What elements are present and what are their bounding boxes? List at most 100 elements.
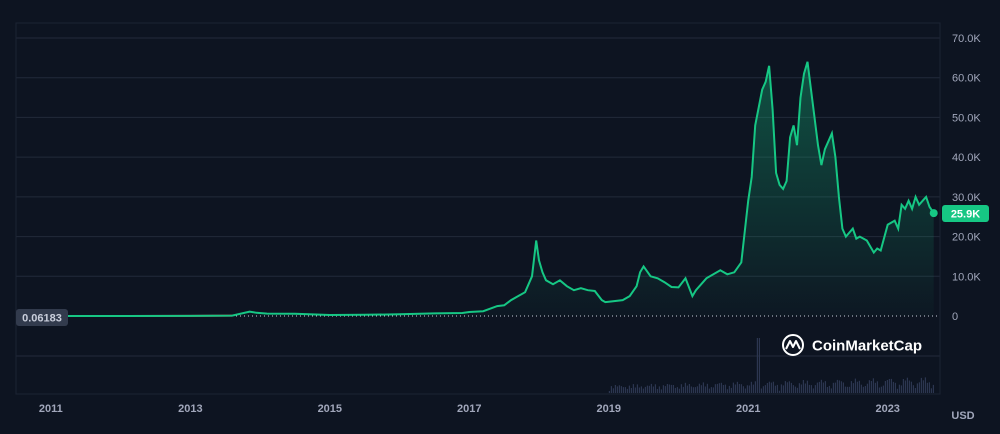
- volume-bar: [886, 380, 888, 393]
- volume-bar: [832, 382, 834, 393]
- volume-bar: [736, 381, 738, 393]
- volume-bar: [620, 386, 622, 393]
- volume-bar: [798, 383, 800, 393]
- x-axis: 2011 2013 2015 2017 2019 2021 2023: [39, 403, 900, 415]
- current-price-dot: [929, 209, 938, 218]
- volume-bar: [706, 383, 708, 393]
- volume-bar: [680, 384, 682, 393]
- volume-bar: [830, 388, 832, 393]
- volume-bar: [716, 383, 718, 393]
- volume-bar: [684, 382, 686, 393]
- volume-bar: [730, 387, 732, 393]
- volume-bar: [644, 386, 646, 393]
- volume-bar: [748, 385, 750, 393]
- x-tick-label: 2019: [597, 403, 621, 415]
- volume-bar: [626, 388, 628, 393]
- y-tick-label: 40.0K: [952, 152, 981, 164]
- volume-bar: [912, 385, 914, 393]
- volume-bar: [624, 387, 626, 393]
- volume-bar: [664, 386, 666, 393]
- volume-bar: [738, 384, 740, 393]
- volume-bar: [800, 384, 802, 393]
- volume-bar: [728, 385, 730, 393]
- volume-bar: [652, 386, 654, 393]
- volume-bar: [628, 385, 630, 393]
- volume-bar: [822, 382, 824, 393]
- x-tick-label: 2023: [875, 403, 899, 415]
- volume-bar: [638, 387, 640, 393]
- volume-bar: [790, 382, 792, 393]
- volume-bar: [726, 389, 728, 393]
- volume-bar: [734, 384, 736, 393]
- volume-bar: [724, 384, 726, 393]
- volume-bar: [654, 384, 656, 393]
- volume-bar: [806, 380, 808, 393]
- volume-bar: [814, 385, 816, 393]
- volume-bar: [768, 381, 770, 393]
- volume-bar: [882, 385, 884, 393]
- volume-bar: [648, 385, 650, 393]
- volume-bar: [922, 380, 924, 393]
- x-tick-label: 2017: [457, 403, 481, 415]
- volume-bar: [750, 381, 752, 393]
- volume-bar: [622, 387, 624, 393]
- volume-bar: [836, 379, 838, 393]
- volume-bar: [804, 383, 806, 393]
- volume-bar: [694, 387, 696, 393]
- volume-bar: [666, 384, 668, 393]
- volume-bar: [780, 384, 782, 393]
- volume-bar: [632, 384, 634, 393]
- volume-bar: [782, 385, 784, 393]
- current-price-label: 25.9K: [951, 209, 980, 221]
- volume-bar: [890, 378, 892, 393]
- volume-bar: [894, 382, 896, 393]
- x-tick-label: 2011: [39, 403, 63, 415]
- volume-bar: [708, 388, 710, 393]
- volume-bar: [850, 381, 852, 393]
- volume-bar: [818, 381, 820, 393]
- volume-bar: [742, 386, 744, 393]
- volume-bar: [848, 386, 850, 393]
- volume-bar: [646, 385, 648, 393]
- volume-bars: [608, 338, 934, 393]
- volume-bar: [700, 385, 702, 393]
- volume-bar: [702, 382, 704, 393]
- volume-bar: [856, 381, 858, 393]
- volume-bar: [892, 381, 894, 393]
- volume-bar: [616, 386, 618, 393]
- volume-bar: [776, 384, 778, 393]
- volume-bar: [714, 384, 716, 393]
- volume-bar: [844, 386, 846, 393]
- volume-bar: [796, 387, 798, 393]
- volume-bar: [920, 377, 922, 393]
- volume-bar: [834, 382, 836, 393]
- volume-bar: [908, 380, 910, 393]
- volume-bar: [612, 388, 614, 393]
- volume-bar: [634, 387, 636, 393]
- start-price-badge: 0.06183: [16, 309, 68, 326]
- volume-bar: [608, 391, 610, 393]
- volume-bar: [618, 385, 620, 393]
- volume-bar: [838, 380, 840, 393]
- volume-bar: [792, 385, 794, 393]
- volume-bar: [690, 386, 692, 393]
- coinmarketcap-logo-icon: [782, 334, 804, 356]
- volume-bar: [824, 381, 826, 393]
- volume-bar: [878, 387, 880, 393]
- volume-bar: [674, 387, 676, 393]
- volume-bar: [860, 384, 862, 393]
- currency-label: USD: [951, 410, 974, 422]
- volume-bar: [636, 384, 638, 393]
- volume-bar: [794, 386, 796, 393]
- volume-bar: [802, 380, 804, 393]
- volume-bar: [884, 381, 886, 393]
- volume-bar: [712, 387, 714, 393]
- volume-bar: [710, 387, 712, 393]
- y-tick-label: 70.0K: [952, 33, 981, 45]
- volume-bar: [928, 382, 930, 393]
- x-tick-label: 2021: [736, 403, 760, 415]
- volume-bar: [888, 379, 890, 393]
- volume-bar: [682, 386, 684, 393]
- volume-bar: [872, 378, 874, 393]
- price-line: [19, 61, 935, 317]
